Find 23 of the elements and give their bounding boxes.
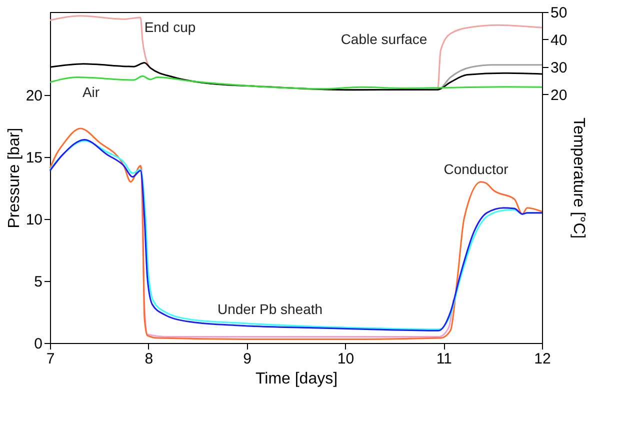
y-tick-label: 10 <box>26 212 42 229</box>
y2-tick-label: 30 <box>550 59 568 76</box>
annotation: Air <box>82 84 100 100</box>
y-tick-label: 0 <box>34 336 42 352</box>
y2-tick-label: 20 <box>550 86 568 104</box>
y-tick-label: 5 <box>34 274 42 291</box>
x-tick-label: 10 <box>337 350 354 368</box>
annotation: End cup <box>144 19 196 35</box>
y-tick-label: 15 <box>26 150 42 167</box>
annotation: Cable surface <box>340 31 428 47</box>
y2-axis-title: Temperature [°C] <box>570 117 588 239</box>
x-tick-label: 8 <box>144 350 154 368</box>
y-axis-title: Pressure [bar] <box>6 128 23 228</box>
annotation: Conductor <box>444 161 509 177</box>
y2-tick-label: 40 <box>550 32 568 49</box>
annotation: Under Pb sheath <box>217 301 323 317</box>
y-tick-label: 20 <box>26 88 42 105</box>
x-axis-title: Time [days] <box>255 370 338 388</box>
x-tick-label: 7 <box>46 350 55 368</box>
x-tick-label: 9 <box>243 350 252 368</box>
x-tick-label: 12 <box>534 350 551 368</box>
x-tick-label: 11 <box>436 350 452 368</box>
y2-tick-label: 50 <box>550 4 568 22</box>
